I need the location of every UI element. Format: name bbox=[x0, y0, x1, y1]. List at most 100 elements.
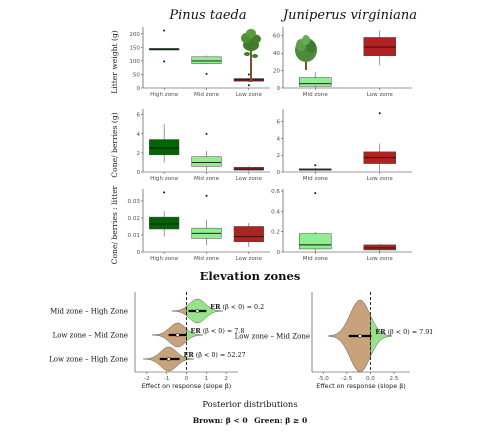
y-tick-label: 0 bbox=[276, 86, 280, 92]
posterior-mean bbox=[166, 357, 171, 361]
er-condition: (β < 0) bbox=[203, 327, 225, 335]
ylabel-ratio: Cone/ berries : litter bbox=[110, 185, 119, 264]
box-outlier bbox=[205, 72, 208, 75]
y-tick-label: 60 bbox=[273, 34, 281, 40]
density-positive bbox=[370, 315, 392, 357]
box-low bbox=[233, 226, 264, 243]
er-label: ER bbox=[191, 327, 202, 335]
panel-pinus-litter: 0 50 100 150 200 High zone Mid zone Low zone bbox=[129, 27, 270, 98]
box-low bbox=[363, 244, 396, 251]
er-annotation: ER (β < 0) = 52.27 bbox=[184, 351, 246, 359]
x-tick-label: Mid zone bbox=[303, 176, 329, 182]
y-tick-label: 0 bbox=[136, 170, 140, 176]
er-label: ER bbox=[210, 303, 221, 311]
x-tick-label: Low zone bbox=[367, 256, 394, 262]
y-tick-label: 4 bbox=[136, 132, 140, 138]
legend-line: Brown: β < 0 Green: β ≥ 0 bbox=[193, 416, 307, 425]
er-condition: (β < 0) bbox=[196, 351, 218, 359]
y-tick-label: 50 bbox=[133, 72, 141, 78]
x-tick-label: Low zone bbox=[236, 256, 263, 262]
y-tick-label: 0 bbox=[136, 250, 140, 256]
x-tick-label: 0 bbox=[185, 376, 189, 382]
box-mid bbox=[299, 77, 332, 87]
box-outlier bbox=[163, 191, 166, 194]
er-condition: (β < 0) bbox=[222, 303, 244, 311]
posterior-mean bbox=[195, 309, 200, 313]
title-pinus: Pinus taeda bbox=[168, 8, 246, 23]
x-tick-label: Low zone bbox=[367, 92, 394, 98]
x-tick-label: 0.0 bbox=[366, 376, 375, 382]
density-negative bbox=[171, 305, 187, 317]
er-value: = 7.8 bbox=[227, 327, 245, 335]
y-tick-label: 0.2 bbox=[271, 230, 280, 236]
y-tick-label: 0.02 bbox=[128, 216, 140, 222]
x-tick-label: -5.0 bbox=[318, 376, 329, 382]
elevation-zones-title: Elevation zones bbox=[200, 269, 301, 283]
er-condition: (β < 0) bbox=[388, 328, 410, 336]
y-tick-label: 0 bbox=[276, 250, 280, 256]
x-tick-label: Mid zone bbox=[194, 92, 220, 98]
x-tick-label: Low zone bbox=[367, 176, 394, 182]
row-label: Low zone – Mid Zone bbox=[235, 333, 310, 341]
y-tick-label: 20 bbox=[273, 69, 281, 75]
legend-green: Green: β ≥ 0 bbox=[254, 416, 307, 425]
x-tick-label: High zone bbox=[150, 176, 179, 182]
box-outlier bbox=[378, 112, 381, 115]
x-tick-label: 2 bbox=[224, 376, 228, 382]
row-label: Low zone – High Zone bbox=[49, 356, 128, 364]
er-annotation: ER (β < 0) = 0.2 bbox=[210, 303, 264, 311]
er-value: = 52.27 bbox=[220, 351, 246, 359]
x-tick-label: -1 bbox=[164, 376, 170, 382]
x-tick-label: Mid zone bbox=[303, 92, 329, 98]
y-tick-label: 0.03 bbox=[128, 199, 141, 205]
box-outlier bbox=[247, 84, 250, 87]
box-outlier bbox=[314, 192, 317, 195]
box-low bbox=[233, 166, 264, 171]
panel-juniperus-litter: 0 20 40 60 Mid zone Low zone bbox=[273, 27, 412, 98]
y-tick-label: 4 bbox=[276, 136, 280, 142]
x-tick-label: Mid zone bbox=[303, 256, 329, 262]
x-tick-label: High zone bbox=[150, 256, 179, 262]
er-value: = 7.91 bbox=[412, 328, 434, 336]
juniper-tree-icon bbox=[295, 35, 317, 70]
box-outlier bbox=[205, 194, 208, 197]
x-tick-label: Low zone bbox=[236, 176, 263, 182]
y-tick-label: 200 bbox=[129, 32, 140, 38]
panel-pinus-ratio: 0 0.01 0.02 0.03 High zone Mid zone Low zone bbox=[128, 189, 270, 262]
y-tick-label: 40 bbox=[273, 51, 281, 57]
posterior-mean bbox=[358, 334, 362, 338]
box-outlier bbox=[163, 29, 166, 32]
y-tick-label: 2 bbox=[136, 151, 140, 157]
y-tick-label: 6 bbox=[276, 120, 280, 126]
posterior-title: Posterior distributions bbox=[202, 399, 297, 409]
y-tick-label: 150 bbox=[129, 45, 140, 51]
box-outlier bbox=[247, 73, 250, 76]
er-annotation: ER (β < 0) = 7.91 bbox=[375, 328, 433, 336]
x-tick-label: -2.5 bbox=[341, 376, 352, 382]
box-outlier bbox=[314, 164, 317, 167]
box-high bbox=[149, 139, 180, 156]
density-positive bbox=[186, 357, 195, 361]
legend-brown: Brown: β < 0 bbox=[193, 416, 248, 425]
x-tick-label: -2 bbox=[144, 376, 150, 382]
panel-juniperus-cone: 0 2 4 6 Mid zone Low zone bbox=[276, 109, 412, 182]
x-tick-label: 1 bbox=[205, 376, 209, 382]
box-mid bbox=[191, 56, 222, 64]
title-juniperus: Juniperus virginiana bbox=[280, 8, 417, 23]
er-label: ER bbox=[184, 351, 195, 359]
box-mid bbox=[191, 156, 222, 167]
panel-pinus-cone: 0 2 4 6 High zone Mid zone Low zone bbox=[136, 109, 270, 182]
er-label: ER bbox=[375, 328, 386, 336]
row-label: Low zone – Mid Zone bbox=[53, 332, 128, 340]
x-tick-label: Mid zone bbox=[194, 176, 220, 182]
density-positive bbox=[186, 328, 204, 342]
ylabel-litter: Litter weight (g) bbox=[110, 30, 119, 94]
box-outlier bbox=[205, 132, 208, 135]
box-high bbox=[149, 216, 180, 230]
box-mid bbox=[299, 233, 332, 250]
row-label: Mid zone – High Zone bbox=[50, 308, 128, 316]
y-tick-label: 0.4 bbox=[271, 209, 280, 215]
